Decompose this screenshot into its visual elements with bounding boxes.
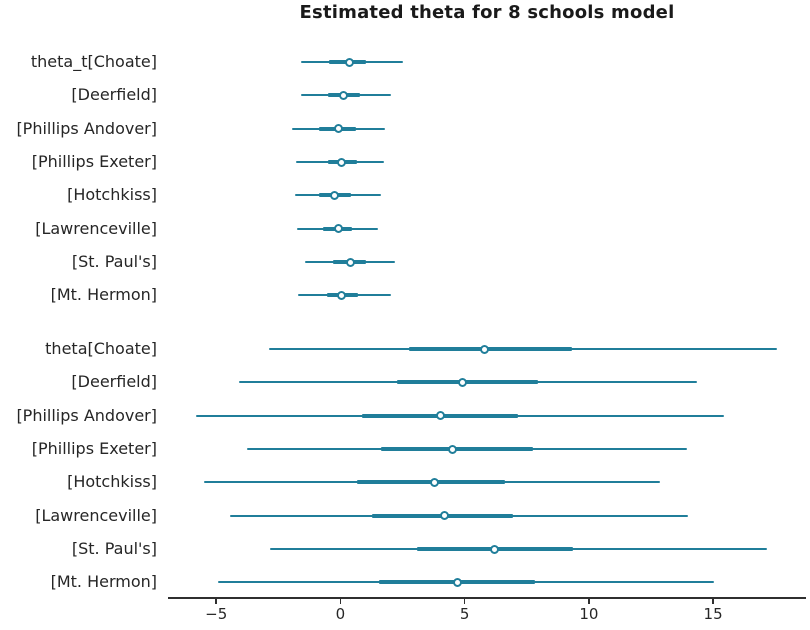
row-label: theta_t[Choate] bbox=[30, 52, 157, 71]
x-tick-label: 0 bbox=[335, 605, 346, 623]
row-label: [St. Paul's] bbox=[71, 539, 157, 559]
median-marker bbox=[490, 544, 500, 554]
x-tick-mark bbox=[712, 598, 714, 604]
row-label: [Lawrenceville] bbox=[35, 505, 157, 525]
x-tick-mark bbox=[463, 598, 466, 604]
quartile-interval-line bbox=[380, 447, 534, 452]
median-marker bbox=[339, 90, 349, 100]
median-marker bbox=[430, 477, 440, 487]
row-label: [Phillips Andover] bbox=[16, 405, 157, 425]
median-marker bbox=[458, 377, 468, 387]
x-tick-label: −5 bbox=[205, 605, 228, 623]
median-marker bbox=[453, 577, 463, 587]
median-marker bbox=[447, 444, 457, 454]
x-tick-label: 15 bbox=[703, 605, 723, 623]
x-tick-label: 5 bbox=[459, 605, 470, 623]
median-marker bbox=[435, 411, 445, 421]
x-tick-mark bbox=[215, 598, 217, 604]
x-axis-line bbox=[168, 597, 806, 599]
median-marker bbox=[330, 190, 340, 200]
median-marker bbox=[479, 344, 489, 354]
x-tick-label: 10 bbox=[579, 605, 599, 623]
row-label: [Phillips Exeter] bbox=[31, 152, 157, 172]
median-marker bbox=[337, 157, 347, 167]
row-label: theta[Choate] bbox=[45, 339, 157, 358]
median-marker bbox=[344, 57, 354, 67]
quartile-interval-line bbox=[408, 347, 573, 351]
median-marker bbox=[333, 124, 343, 134]
chart-title: Estimated theta for 8 schools model bbox=[299, 2, 675, 23]
row-label: [Hotchkiss] bbox=[67, 185, 157, 205]
row-label: [Mt. Hermon] bbox=[50, 572, 157, 592]
row-label: [Phillips Andover] bbox=[16, 118, 157, 138]
row-label: [Deerfield] bbox=[71, 85, 157, 105]
median-marker bbox=[337, 290, 347, 300]
x-tick-mark bbox=[588, 598, 590, 604]
row-label: [Phillips Exeter] bbox=[31, 439, 157, 459]
x-tick-mark bbox=[339, 598, 342, 604]
row-label: [Deerfield] bbox=[71, 372, 157, 392]
row-label: [Lawrenceville] bbox=[35, 218, 157, 238]
row-label: [Hotchkiss] bbox=[67, 472, 157, 492]
row-label: [Mt. Hermon] bbox=[50, 285, 157, 305]
row-label: [St. Paul's] bbox=[71, 252, 157, 272]
median-marker bbox=[439, 511, 449, 521]
quartile-interval-line bbox=[396, 380, 539, 385]
median-marker bbox=[333, 224, 343, 234]
median-marker bbox=[346, 257, 356, 267]
